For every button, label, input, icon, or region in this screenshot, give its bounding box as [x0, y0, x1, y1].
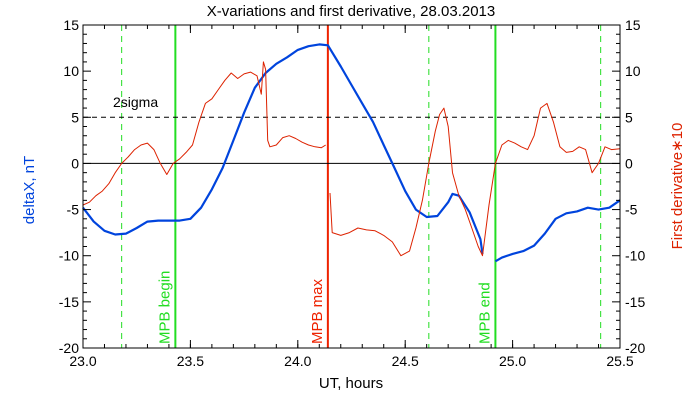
- x-axis-label: UT, hours: [319, 375, 383, 392]
- y-tick-label-right: 15: [625, 17, 641, 33]
- y-tick-label-left: -10: [59, 248, 79, 264]
- reference-layer: [83, 116, 620, 164]
- series-line-derivative: [82, 61, 326, 206]
- plot-frame: [82, 24, 621, 349]
- y-tick-label-left: 5: [71, 109, 79, 125]
- y-tick-label-left: -15: [59, 294, 79, 310]
- event-marker-label: MPB begin: [156, 271, 173, 344]
- axes-layer: 23.0 23.5 24.0 24.5 25.0 25.5 15 15 10 10 5 5 0 0 -5 -5…: [59, 17, 646, 369]
- x-tick-label: 24.5: [392, 353, 419, 369]
- x-tick-label: 23.5: [177, 353, 204, 369]
- x-tick-label: 25.0: [499, 353, 526, 369]
- event-marker-label: MPB end: [476, 282, 493, 344]
- y-tick-label-right: -15: [625, 294, 645, 310]
- y-tick-label-left: 15: [63, 17, 79, 33]
- y-tick-label-right: 5: [625, 109, 633, 125]
- labels-layer: X-variations and first derivative, 28.03…: [21, 3, 686, 392]
- x-tick-label: 23.0: [69, 353, 96, 369]
- x-tick-label: 25.5: [606, 353, 633, 369]
- y-tick-label-right: 10: [625, 63, 641, 79]
- y-tick-label-left: 10: [63, 63, 79, 79]
- markers-layer: MPB begin MPB max MPB end: [121, 25, 602, 348]
- series-line-derivative: [329, 102, 621, 257]
- y-axis-right-label: First derivative∗10: [669, 123, 686, 250]
- series-line-deltaX: [82, 43, 484, 255]
- y-tick-label-right: -5: [625, 202, 638, 218]
- sigma-label: 2sigma: [113, 94, 158, 110]
- x-tick-label: 24.0: [284, 353, 311, 369]
- y-tick-label-right: -20: [625, 340, 645, 356]
- y-tick-label-left: -20: [59, 340, 79, 356]
- y-tick-label-left: 0: [71, 155, 79, 171]
- y-axis-left-label: deltaX, nT: [21, 156, 38, 224]
- event-marker-label: MPB max: [309, 278, 326, 344]
- y-tick-label-right: 0: [625, 155, 633, 171]
- y-tick-label-left: -5: [67, 202, 80, 218]
- series-layer: [82, 43, 621, 263]
- series-line-deltaX: [494, 199, 621, 263]
- chart-title: X-variations and first derivative, 28.03…: [207, 3, 496, 20]
- y-tick-label-right: -10: [625, 248, 645, 264]
